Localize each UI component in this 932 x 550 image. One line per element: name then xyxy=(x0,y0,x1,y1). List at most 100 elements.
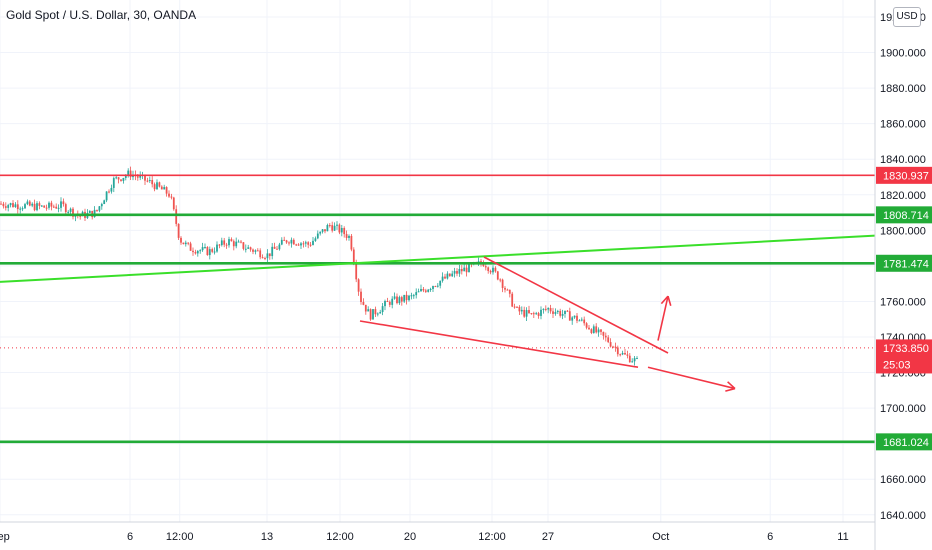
candle-body xyxy=(463,267,466,272)
candle-body xyxy=(158,182,161,187)
wedge-lower-line[interactable] xyxy=(359,320,639,369)
candle-body xyxy=(583,319,586,324)
time-tick-label: 12:00 xyxy=(478,531,506,543)
candle-body xyxy=(9,203,12,206)
candle-body xyxy=(321,229,324,232)
candle-body xyxy=(52,206,55,208)
candle-body xyxy=(196,251,199,254)
projection-arrow-down[interactable] xyxy=(647,366,736,390)
currency-button[interactable]: USD xyxy=(893,7,921,27)
candle-body xyxy=(631,361,634,363)
candle-body xyxy=(0,203,2,205)
candle-body xyxy=(384,301,386,307)
candle-body xyxy=(249,247,252,250)
price-badge xyxy=(876,166,932,184)
candle-body xyxy=(468,263,470,273)
time-axis[interactable]: Sep 6 12:00 13 12:00 20 12:00 27 Oct 6 11 xyxy=(0,531,849,543)
candle-body xyxy=(542,308,545,310)
candle-body xyxy=(333,225,336,231)
candle-body xyxy=(592,326,595,333)
candle-body xyxy=(271,246,274,257)
candle-body xyxy=(489,270,492,273)
ascending-trendline[interactable] xyxy=(0,234,876,283)
candle-body xyxy=(276,248,278,250)
wedge-upper-line[interactable] xyxy=(483,256,669,354)
candle-body xyxy=(364,304,367,312)
candle-body xyxy=(352,249,355,265)
candle-body xyxy=(264,258,266,260)
candle-body xyxy=(573,315,576,318)
candle-body xyxy=(432,286,434,289)
candle-body xyxy=(362,301,365,305)
candle-body xyxy=(319,231,322,234)
projection-arrow-down-head xyxy=(727,381,736,390)
candle-body xyxy=(43,205,46,208)
candle-body xyxy=(309,244,312,246)
candle-body xyxy=(388,301,391,305)
candle-body xyxy=(180,237,182,243)
candle-body xyxy=(585,323,588,328)
price-badge xyxy=(876,433,932,451)
candle-body xyxy=(254,250,257,252)
candle-body xyxy=(357,279,360,292)
candle-body xyxy=(588,327,590,330)
candle-body xyxy=(525,310,528,317)
candle-body xyxy=(297,244,300,246)
candle-body xyxy=(492,267,494,273)
candle-body xyxy=(14,204,17,208)
candle-body xyxy=(201,247,204,251)
candle-body xyxy=(117,177,120,180)
candle-body xyxy=(55,206,58,209)
bar-countdown-label: 25:03 xyxy=(883,359,911,371)
price-badge-label: 1830.937 xyxy=(883,170,929,182)
candle-body xyxy=(554,312,557,314)
candle-body xyxy=(31,203,34,206)
candle-body xyxy=(108,191,110,193)
candle-body xyxy=(230,239,233,242)
time-tick-label: 6 xyxy=(127,531,133,543)
candle-body xyxy=(506,289,509,291)
candle-body xyxy=(216,244,218,252)
candle-body xyxy=(381,306,384,313)
candle-body xyxy=(225,244,228,246)
candle-body xyxy=(328,225,331,227)
symbol-title: Gold Spot / U.S. Dollar, 30, OANDA xyxy=(6,8,197,22)
candle-body xyxy=(285,240,288,243)
candle-body xyxy=(194,252,197,254)
candle-body xyxy=(355,264,358,280)
candle-body xyxy=(57,207,60,209)
candle-body xyxy=(295,244,298,246)
candle-body xyxy=(336,224,338,226)
candle-body xyxy=(172,197,175,210)
candle-body xyxy=(252,249,254,252)
candle-body xyxy=(261,257,264,259)
candle-body xyxy=(314,238,317,241)
candle-body xyxy=(494,267,497,272)
candle-body xyxy=(628,355,631,363)
candle-body xyxy=(235,241,238,247)
candle-body xyxy=(69,208,72,212)
time-tick-label: 20 xyxy=(404,531,416,543)
candle-body xyxy=(38,203,41,206)
candle-body xyxy=(218,244,221,246)
candle-body xyxy=(187,242,190,244)
candle-body xyxy=(376,313,379,315)
candle-body xyxy=(439,280,442,286)
candle-body xyxy=(453,271,456,274)
candle-body xyxy=(600,329,602,332)
candle-body xyxy=(568,311,571,321)
price-badge xyxy=(876,206,932,224)
candle-body xyxy=(417,291,420,293)
candle-body xyxy=(547,308,550,310)
candle-body xyxy=(300,243,302,246)
candle-body xyxy=(482,263,485,267)
candle-body xyxy=(523,309,526,317)
time-tick-label: Sep xyxy=(0,531,10,543)
candle-body xyxy=(400,297,403,302)
candle-body xyxy=(612,346,614,348)
candle-body xyxy=(199,250,202,252)
candle-body xyxy=(256,250,259,252)
projection-arrow-up[interactable] xyxy=(657,295,669,341)
time-tick-label: 13 xyxy=(261,531,273,543)
